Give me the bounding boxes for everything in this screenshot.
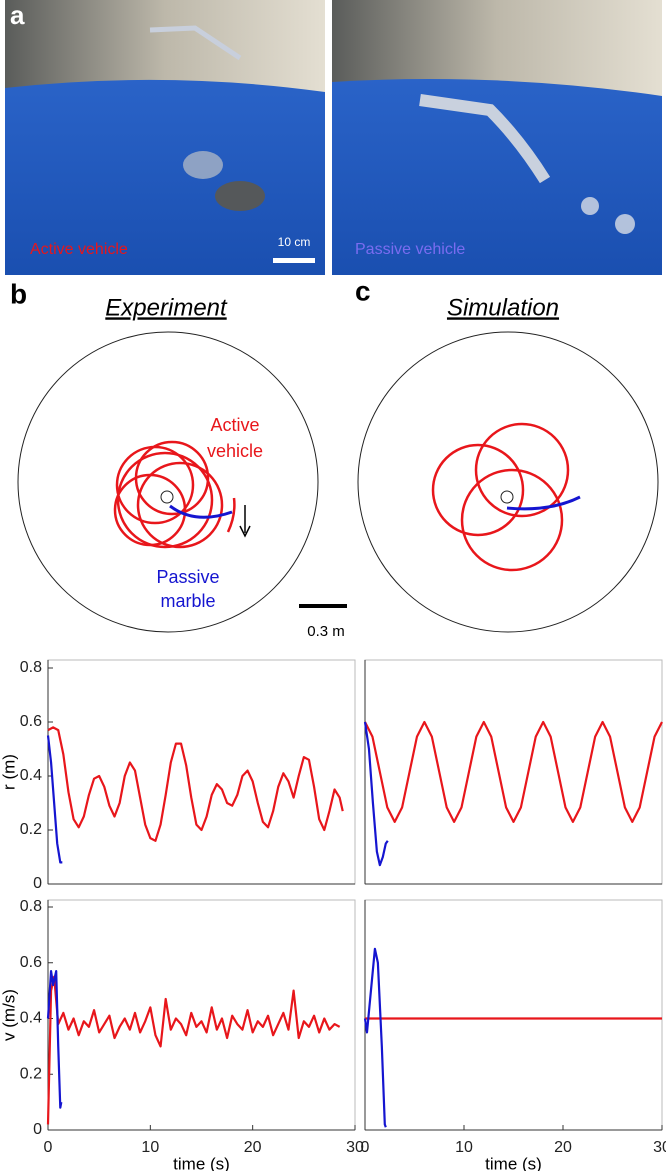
plot-frame [364, 899, 663, 1131]
scale-bar [299, 604, 347, 608]
plot-frame [47, 659, 356, 885]
annotation: Active [210, 415, 259, 435]
y-tick-label: 0.8 [20, 659, 42, 676]
photo-caption: Active vehicle [30, 241, 128, 258]
y-tick-label: 0 [33, 1121, 42, 1138]
y-tick-label: 0.6 [20, 713, 42, 730]
x-axis-label: time (s) [485, 1154, 542, 1171]
y-axis-label: r (m) [0, 754, 18, 790]
panel-label: b [10, 278, 27, 309]
photo-right [332, 0, 662, 275]
scale-bar [273, 258, 315, 263]
x-tick-label: 20 [554, 1139, 572, 1156]
photo-caption: Passive vehicle [355, 241, 465, 258]
scale-label: 0.3 m [307, 623, 345, 640]
x-tick-label: 0 [44, 1139, 53, 1156]
data-line [363, 721, 389, 867]
data-line [47, 726, 344, 842]
x-tick-label: 20 [244, 1139, 262, 1156]
x-tick-label: 30 [346, 1139, 364, 1156]
data-line [46, 735, 63, 864]
x-tick-label: 0 [361, 1139, 370, 1156]
y-axis-label: v (m/s) [0, 989, 18, 1041]
y-tick-label: 0.4 [20, 1010, 42, 1027]
data-line [46, 975, 341, 1125]
y-tick-label: 0.6 [20, 954, 42, 971]
panel-label: a [10, 0, 25, 30]
annotation: Passive [156, 567, 219, 587]
annotation: marble [160, 591, 215, 611]
x-axis-label: time (s) [173, 1154, 230, 1171]
panel-label: c [355, 275, 371, 306]
panel-title: Experiment [105, 294, 228, 321]
y-tick-label: 0.2 [20, 1065, 42, 1082]
panel-title: Simulation [447, 294, 559, 321]
x-tick-label: 30 [653, 1139, 666, 1156]
x-tick-label: 10 [455, 1139, 473, 1156]
data-line [364, 720, 663, 824]
arena-simulation [357, 331, 659, 633]
y-tick-label: 0.2 [20, 821, 42, 838]
annotation: vehicle [207, 441, 263, 461]
arena-experiment [17, 331, 319, 633]
y-tick-label: 0.8 [20, 898, 42, 915]
x-tick-label: 10 [141, 1139, 159, 1156]
data-line [363, 947, 387, 1128]
y-tick-label: 0.4 [20, 767, 42, 784]
scale-label: 10 cm [278, 235, 311, 249]
y-tick-label: 0 [33, 875, 42, 892]
photo-left [5, 0, 325, 276]
data-line [46, 970, 63, 1109]
